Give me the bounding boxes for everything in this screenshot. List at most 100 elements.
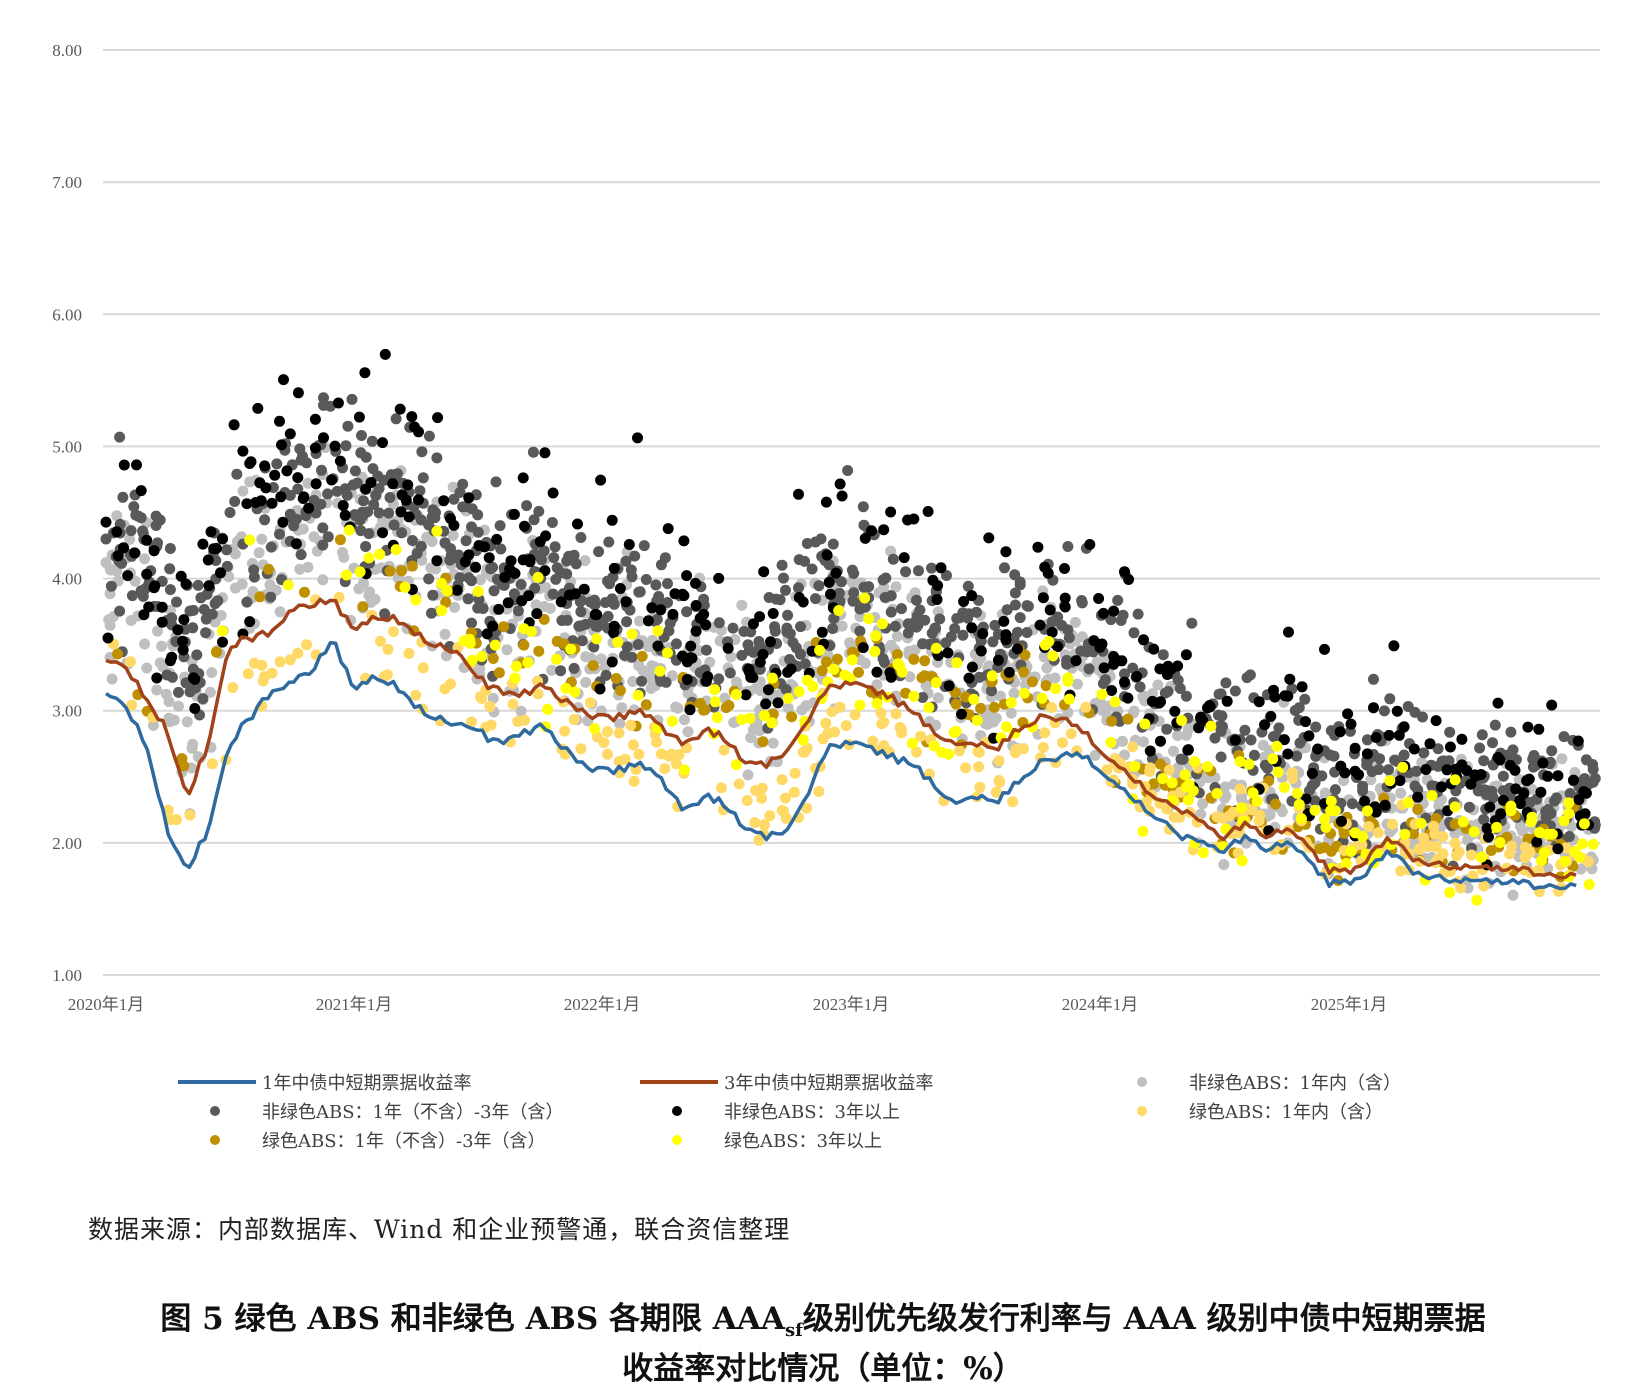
scatter-point	[1036, 692, 1048, 704]
scatter-point	[1259, 719, 1271, 731]
scatter-point	[1412, 791, 1424, 803]
scatter-point	[1296, 681, 1308, 693]
scatter-point	[784, 654, 796, 665]
scatter-point	[632, 432, 643, 444]
scatter-point	[241, 596, 253, 608]
scatter-point	[908, 690, 920, 702]
scatter-point	[560, 682, 572, 694]
scatter-point	[1365, 774, 1377, 786]
scatter-point	[654, 665, 666, 677]
scatter-point	[417, 662, 429, 674]
scatter-point	[686, 652, 698, 664]
scatter-point	[1084, 539, 1096, 550]
scatter-point	[670, 638, 682, 650]
scatter-point	[1245, 734, 1257, 746]
scatter-point	[1384, 693, 1396, 705]
scatter-point	[206, 608, 218, 620]
scatter-point	[148, 582, 160, 594]
scatter-point	[236, 578, 248, 590]
scatter-point	[820, 717, 832, 729]
scatter-point	[1306, 767, 1318, 779]
legend-label: 绿色ABS：1年内（含）	[1189, 1102, 1384, 1123]
scatter-point	[381, 669, 393, 681]
scatter-point	[203, 580, 215, 592]
scatter-point	[992, 654, 1004, 666]
scatter-point	[619, 649, 630, 661]
scatter-point	[297, 493, 309, 504]
scatter-point	[200, 627, 212, 639]
scatter-point	[956, 708, 967, 720]
scatter-point	[265, 591, 277, 603]
scatter-point	[1215, 751, 1227, 763]
scatter-point	[1361, 748, 1373, 760]
scatter-point	[715, 782, 727, 794]
scatter-point	[756, 792, 768, 804]
scatter-point	[334, 455, 346, 467]
scatter-point	[1345, 718, 1357, 730]
scatter-point	[551, 653, 562, 665]
scatter-point	[569, 686, 581, 698]
scatter-point	[466, 654, 478, 666]
scatter-point	[1261, 762, 1273, 774]
scatter-point	[652, 640, 664, 652]
scatter-point	[1449, 837, 1461, 849]
scatter-point	[780, 584, 791, 596]
scatter-point	[700, 644, 712, 656]
scatter-point	[662, 597, 673, 608]
scatter-point	[1402, 701, 1414, 712]
scatter-point	[1533, 864, 1545, 876]
scatter-point	[1478, 755, 1490, 767]
scatter-point	[575, 606, 587, 618]
scatter-point	[787, 637, 799, 649]
scatter-point	[163, 712, 175, 724]
scatter-point	[487, 653, 499, 664]
scatter-point	[494, 520, 506, 532]
scatter-point	[377, 527, 388, 539]
y-tick-label: 2.00	[52, 834, 82, 853]
scatter-point	[891, 630, 903, 642]
scatter-point	[1334, 726, 1346, 738]
scatter-point	[363, 528, 375, 540]
scatter-point	[730, 759, 742, 771]
scatter-point	[253, 547, 265, 559]
scatter-point	[1542, 828, 1554, 840]
scatter-point	[295, 549, 307, 561]
scatter-point	[889, 620, 901, 632]
scatter-point	[432, 412, 444, 424]
scatter-point	[431, 555, 443, 567]
scatter-point	[178, 760, 190, 772]
scatter-point	[555, 596, 567, 608]
scatter-point	[801, 538, 813, 549]
scatter-point	[1019, 649, 1031, 661]
scatter-point	[758, 566, 770, 578]
scatter-point	[580, 676, 592, 688]
scatter-point	[1361, 734, 1373, 746]
scatter-point	[1175, 753, 1187, 765]
scatter-point	[767, 708, 779, 720]
scatter-point	[499, 571, 511, 583]
scatter-point	[1119, 676, 1130, 688]
scatter-point	[114, 431, 126, 443]
scatter-point	[439, 628, 451, 640]
scatter-point	[483, 552, 495, 564]
scatter-point	[575, 743, 587, 755]
figure-caption-line-2: 收益率对比情况（单位：%）	[622, 1351, 1024, 1387]
scatter-point	[105, 580, 117, 592]
scatter-point	[1014, 612, 1026, 624]
scatter-point	[754, 611, 766, 623]
scatter-point	[1101, 764, 1113, 776]
scatter-point	[274, 606, 286, 618]
scatter-point	[1507, 744, 1519, 756]
scatter-point	[1291, 750, 1303, 762]
scatter-point	[1468, 826, 1480, 838]
scatter-point	[1372, 827, 1384, 839]
scatter-point	[799, 555, 811, 567]
scatter-point	[876, 618, 888, 630]
scatter-point	[403, 648, 415, 659]
scatter-point	[690, 625, 702, 637]
legend: 1年中债中短期票据收益率 3年中债中短期票据收益率 非绿色ABS：1年内（含） …	[170, 1060, 1570, 1160]
scatter-point	[1441, 764, 1453, 776]
scatter-point	[540, 581, 552, 593]
scatter-point	[1398, 721, 1410, 733]
scatter-point	[1046, 702, 1058, 713]
